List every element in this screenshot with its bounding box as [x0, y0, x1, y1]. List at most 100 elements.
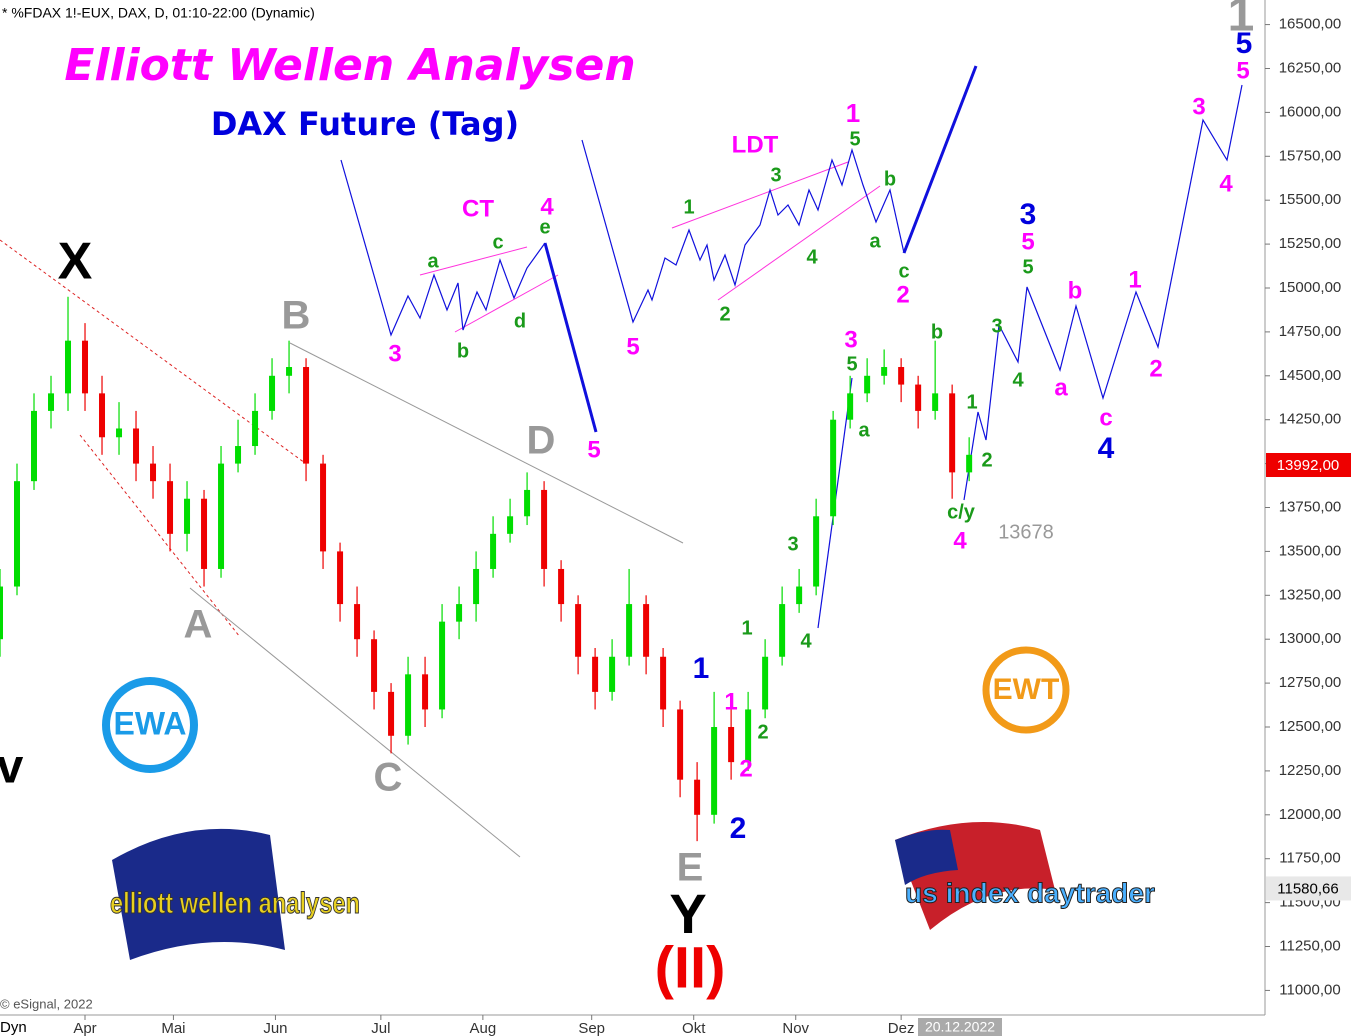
wave-label: c/y: [947, 501, 976, 523]
corner-label: Dyn: [0, 1019, 27, 1036]
wave-label: 1: [966, 391, 977, 413]
candle-body: [966, 454, 973, 473]
footer: © eSignal, 2022: [0, 996, 93, 1011]
wave-label: B: [282, 294, 311, 338]
x-tick-label: Apr: [73, 1020, 96, 1036]
x-tick-label: Sep: [578, 1020, 605, 1036]
candle-body: [558, 568, 565, 605]
wave-label: 4: [806, 246, 818, 268]
wave-label: (II): [655, 935, 726, 1000]
wave-label: 2: [757, 721, 768, 743]
wave-label: c: [898, 260, 909, 282]
wave-label: d: [514, 310, 526, 332]
wave-label: 4: [800, 630, 812, 652]
wave-label: 1: [724, 688, 737, 715]
x-tick-label: Nov: [782, 1020, 809, 1036]
candle-body: [99, 393, 106, 438]
candle-body: [337, 551, 344, 605]
candle-body: [473, 568, 480, 605]
candle-body: [949, 393, 956, 473]
wave-label: A: [184, 603, 213, 647]
wave-label: LDT: [732, 131, 779, 158]
candle-body: [626, 604, 633, 657]
x-tick-label: Dez: [888, 1020, 915, 1036]
plot-area: [0, 296, 973, 842]
price-tag-label: 11580,66: [1277, 880, 1338, 897]
candle-body: [490, 533, 497, 569]
wave-label: 1: [1128, 266, 1141, 293]
y-tick-label: 11750,00: [1279, 850, 1340, 867]
y-tick-label: 16000,00: [1279, 103, 1342, 120]
wave-label: 2: [730, 812, 747, 845]
candle-body: [354, 604, 361, 640]
candle-body: [184, 498, 191, 534]
wave-label: v: [0, 741, 24, 794]
wave-label: 5: [1021, 228, 1034, 255]
trend-line: [79, 434, 241, 638]
y-tick-label: 11250,00: [1279, 937, 1340, 954]
y-tick-label: 11000,00: [1279, 981, 1340, 998]
logo-text: EWT: [993, 673, 1060, 706]
y-tick-label: 16250,00: [1279, 59, 1342, 76]
price-tag-label: 13992,00: [1277, 457, 1340, 474]
candle-body: [201, 498, 208, 569]
candle-body: [711, 727, 718, 815]
chart-subtitle: DAX Future (Tag): [211, 105, 519, 143]
wave-label: 3: [787, 533, 798, 555]
wave-path: [581, 139, 905, 324]
logo-text: EWA: [114, 705, 187, 741]
wave-label: 1: [693, 652, 710, 685]
candle-body: [371, 639, 378, 692]
candle-body: [320, 463, 327, 552]
wave-label: 13678: [998, 521, 1054, 543]
wave-label: 3: [991, 315, 1002, 337]
header: * %FDAX 1!-EUX, DAX, D, 01:10-22:00 (Dyn…: [2, 5, 315, 21]
wave-label: e: [539, 216, 550, 238]
wave-label: b: [931, 321, 943, 343]
wave-label: 5: [1236, 57, 1249, 84]
y-tick-label: 13250,00: [1279, 586, 1342, 603]
wave-label: 3: [1020, 198, 1037, 231]
wave-label: 1: [846, 98, 860, 128]
candle-body: [116, 428, 123, 438]
candle-body: [915, 384, 922, 411]
candle-body: [439, 621, 446, 710]
wave-label: b: [457, 340, 469, 362]
candle-body: [507, 516, 514, 534]
candle-body: [133, 428, 140, 464]
candle-body: [82, 340, 89, 394]
candle-body: [898, 367, 905, 385]
wave-label: 4: [953, 527, 967, 554]
wave-path: [902, 65, 978, 254]
candle-body: [14, 481, 21, 587]
date-tag: [918, 1018, 1002, 1036]
candle-body: [830, 419, 837, 517]
candle-body: [779, 604, 786, 657]
wave-label: 5: [1022, 256, 1033, 278]
logo-text: us index daytrader: [905, 877, 1155, 908]
y-tick-label: 15500,00: [1279, 191, 1342, 208]
candle-body: [252, 410, 259, 447]
x-tick-label: Mai: [161, 1020, 185, 1036]
candle-body: [575, 604, 582, 657]
wave-label: a: [869, 230, 881, 252]
candle-body: [694, 779, 701, 815]
wave-label: 5: [849, 128, 860, 150]
candle-body: [813, 516, 820, 587]
x-tick-label: Jul: [371, 1020, 390, 1036]
wave-label: b: [1068, 277, 1083, 304]
wave-label: Y: [669, 882, 706, 945]
candle-body: [48, 393, 55, 411]
x-tick-label: Okt: [682, 1020, 706, 1036]
wave-label: 1: [683, 196, 694, 218]
candle-body: [167, 481, 174, 534]
candle-body: [796, 586, 803, 605]
wave-label: 1: [1228, 0, 1255, 42]
wave-label: 2: [739, 755, 752, 782]
y-tick-label: 14500,00: [1279, 367, 1342, 384]
wave-label: b: [884, 168, 896, 190]
wave-label: 2: [1149, 355, 1162, 382]
candle-body: [609, 656, 616, 692]
